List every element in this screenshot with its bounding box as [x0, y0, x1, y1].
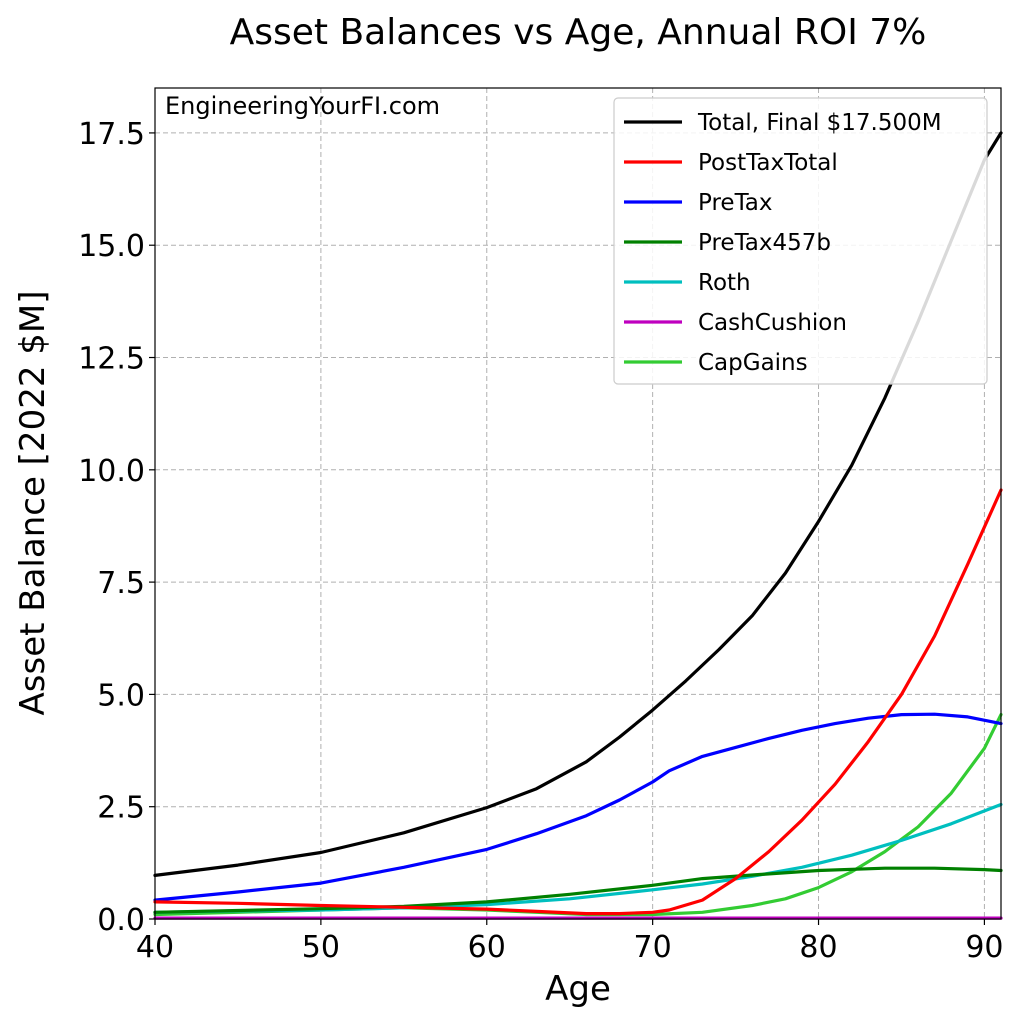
y-tick-label-5: 5.0: [97, 678, 145, 713]
legend: Total, Final $17.500M PostTaxTotal PreTax P…: [613, 97, 988, 385]
x-tick-label-70: 70: [634, 930, 672, 965]
y-tick-label-2.5: 2.5: [97, 791, 145, 826]
x-axis-ticks: 40 50 60 70 80 90: [136, 919, 1004, 965]
y-tick-label-12.5: 12.5: [78, 342, 145, 377]
plot-frame: [154, 87, 1002, 920]
legend-label-roth: Roth: [698, 270, 751, 296]
legend-label-capgains: CapGains: [698, 350, 808, 376]
x-tick-label-90: 90: [965, 930, 1003, 965]
series-line-pretax: [153, 712, 1003, 902]
legend-label-pretax457b: PreTax457b: [698, 230, 831, 256]
legend-label-cashcushion: CashCushion: [698, 310, 847, 336]
y-axis-ticks: 0.0 2.5 5.0 7.5 10.0 12.5 15.0 17.5: [78, 117, 155, 938]
x-tick-label-50: 50: [302, 930, 340, 965]
x-tick-label-40: 40: [136, 930, 174, 965]
y-tick-label-15: 15.0: [78, 229, 145, 264]
y-tick-label-17.5: 17.5: [78, 117, 145, 152]
y-axis-label: Asset Balance [2022 $M]: [13, 291, 53, 716]
x-axis-label: Age: [545, 969, 611, 1009]
chart-title: Asset Balances vs Age, Annual ROI 7%: [230, 12, 927, 53]
y-tick-label-0: 0.0: [97, 903, 145, 938]
x-tick-label-80: 80: [799, 930, 837, 965]
legend-label-pretax: PreTax: [698, 190, 773, 216]
series-lines: [153, 131, 1003, 920]
legend-label-posttaxtotal: PostTaxTotal: [698, 150, 838, 176]
series-line-pretax457b: [153, 866, 1003, 914]
series-line-posttaxtotal: [153, 488, 1003, 916]
y-tick-label-10: 10.0: [78, 454, 145, 489]
y-tick-label-7.5: 7.5: [97, 566, 145, 601]
x-tick-label-60: 60: [468, 930, 506, 965]
watermark-text: EngineeringYourFI.com: [165, 92, 440, 120]
legend-label-total-final-17-500m: Total, Final $17.500M: [697, 110, 942, 136]
legend-box: [613, 97, 988, 385]
